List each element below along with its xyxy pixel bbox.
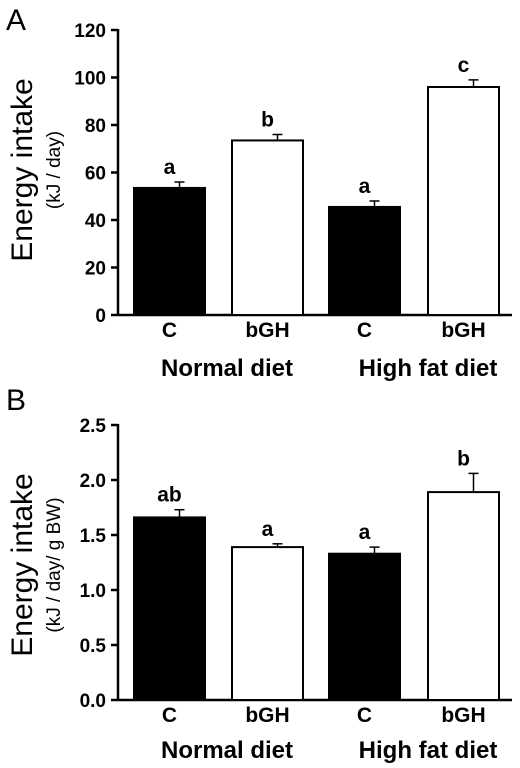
panel-b-ytick-label: 0.0 [80, 691, 106, 712]
panel-b-ytick-label: 2.5 [80, 416, 107, 437]
panel-a-ytick-label: 120 [74, 21, 106, 42]
panel-b-category-label: bGH [245, 704, 289, 727]
panel-a-ylabel: Energy intake [6, 78, 39, 261]
panel-b-group-highfat: High fat diet [359, 737, 498, 764]
panel-b-ytick-label: 1.5 [80, 526, 107, 547]
panel-b: B Energy intake (kJ / day/ g BW) Normal … [6, 384, 497, 764]
panel-a-significance-label: a [359, 175, 371, 198]
panel-b-bar [427, 491, 500, 701]
panel-a-ylabel-unit: (kJ / day) [44, 131, 65, 209]
panel-a-category-label: C [162, 319, 177, 342]
panel-b-category-label: C [162, 704, 177, 727]
panel-a-group-highfat: High fat diet [359, 355, 498, 382]
panel-a-significance-label: c [458, 54, 470, 77]
panel-b-significance-label: a [359, 521, 371, 544]
panel-a-category-label: bGH [245, 319, 289, 342]
panel-a-category-label: C [357, 319, 372, 342]
panel-a-bar [427, 86, 500, 316]
panel-a-ytick-label: 100 [74, 69, 106, 90]
panel-a-ytick-label: 0 [95, 306, 106, 327]
panel-a-category-label: bGH [441, 319, 485, 342]
panel-b-ytick-label: 2.0 [80, 471, 106, 492]
panel-a-ytick-label: 40 [85, 211, 106, 232]
panel-a-ytick-label: 20 [85, 259, 106, 280]
panel-a-bar [231, 139, 304, 316]
panel-b-ytick-label: 0.5 [80, 636, 107, 657]
panel-b-bar [133, 516, 206, 702]
panel-a-bar [133, 186, 206, 316]
panel-a-marks: 0 20 40 60 80 100 120 a Cb bGH a Cc bGH [74, 21, 512, 342]
panel-a-ytick-label: 80 [85, 116, 106, 137]
panel-b-ylabel-unit: (kJ / day/ g BW) [44, 497, 65, 632]
panel-b-significance-label: ab [157, 484, 182, 507]
panel-a: A Energy intake (kJ / day) Normal diet H… [6, 4, 497, 382]
panel-b-ytick-label: 1.0 [80, 581, 106, 602]
panel-b-letter: B [6, 384, 26, 417]
panel-b-marks: 0.0 0.5 1.0 1.5 2.0 2.5 ab Ca bGH a Cb bGH [80, 416, 512, 727]
panel-b-category-label: C [357, 704, 372, 727]
panel-b-significance-label: b [457, 447, 470, 470]
panel-b-ylabel: Energy intake [6, 473, 39, 656]
panel-a-significance-label: a [164, 156, 176, 179]
panel-b-category-label: bGH [441, 704, 485, 727]
panel-a-significance-label: b [261, 109, 274, 132]
panel-a-bar [328, 205, 401, 316]
panel-a-letter: A [6, 4, 26, 37]
panel-b-group-normal: Normal diet [161, 737, 293, 764]
panel-b-significance-label: a [262, 518, 274, 541]
panel-b-bar [231, 546, 304, 701]
panel-a-group-normal: Normal diet [161, 355, 293, 382]
panel-b-bar [328, 552, 401, 702]
panel-a-ytick-label: 60 [85, 164, 106, 185]
